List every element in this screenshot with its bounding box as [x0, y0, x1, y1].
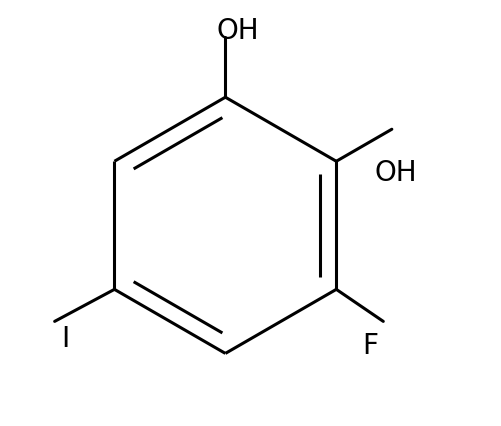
Text: OH: OH: [216, 17, 259, 45]
Text: F: F: [361, 331, 377, 359]
Text: I: I: [61, 325, 69, 353]
Text: OH: OH: [374, 158, 417, 187]
